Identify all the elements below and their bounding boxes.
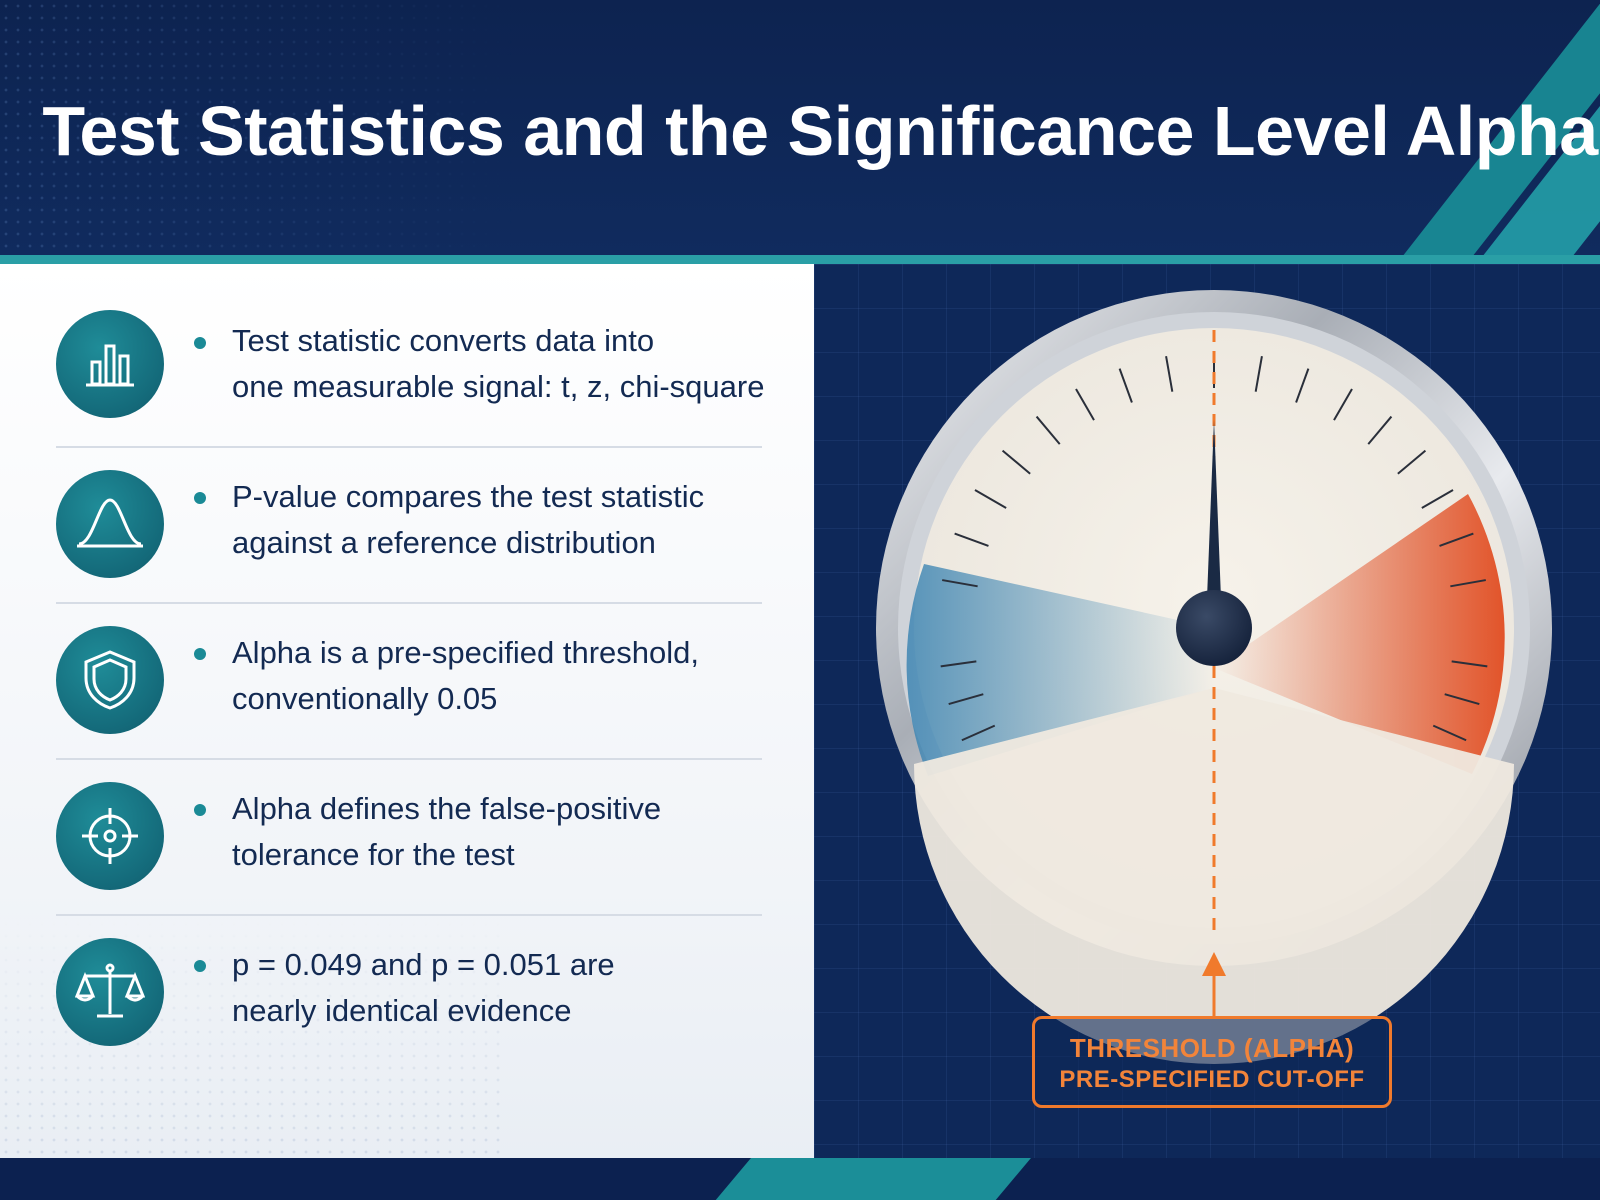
gauge-tick <box>1432 724 1467 742</box>
gauge-tick <box>940 660 977 668</box>
point-text-line: against a reference distribution <box>232 525 656 560</box>
point-text-line: tolerance for the test <box>232 837 515 872</box>
point-text: Alpha defines the false-positive toleran… <box>232 786 792 878</box>
point-item: Alpha defines the false-positive toleran… <box>56 760 762 916</box>
threshold-arrow-head <box>1202 952 1226 976</box>
gauge-tick <box>942 579 978 588</box>
bullet-dot <box>194 492 206 504</box>
callout-subtitle: PRE-SPECIFIED CUT-OFF <box>1059 1066 1365 1093</box>
gauge-tick <box>1295 368 1310 403</box>
point-text: Alpha is a pre-specified threshold, conv… <box>232 630 792 722</box>
gauge-hub <box>1176 590 1252 666</box>
divider <box>56 602 762 604</box>
point-text-line: P-value compares the test statistic <box>232 479 705 514</box>
point-text-line: one measurable signal: t, z, chi-square <box>232 369 765 404</box>
gauge-tick <box>1001 449 1031 475</box>
point-item: P-value compares the test statistic agai… <box>56 448 762 604</box>
point-text: p = 0.049 and p = 0.051 are nearly ident… <box>232 942 792 1034</box>
callout-title: THRESHOLD (ALPHA) <box>1069 1033 1355 1063</box>
gauge-ticks <box>940 352 1488 742</box>
divider <box>56 758 762 760</box>
bar-chart-icon <box>56 310 164 418</box>
gauge-left-zone <box>906 564 1214 776</box>
gauge-tick <box>1450 579 1486 588</box>
gauge-needle <box>1206 420 1222 624</box>
threshold-callout: THRESHOLD (ALPHA) PRE-SPECIFIED CUT-OFF <box>1032 1016 1392 1108</box>
bullet-dot <box>194 337 206 349</box>
page-title: Test Statistics and the Significance Lev… <box>42 92 1598 170</box>
point-item: p = 0.049 and p = 0.051 are nearly ident… <box>56 916 762 1072</box>
gauge-tick <box>1439 532 1474 547</box>
gauge-tick <box>1421 489 1454 509</box>
bell-curve-icon <box>56 470 164 578</box>
gauge-tick <box>1367 415 1393 445</box>
header-banner <box>0 0 1600 256</box>
gauge-tick <box>1165 356 1174 392</box>
bullet-dot <box>194 804 206 816</box>
point-item: Alpha is a pre-specified threshold, conv… <box>56 604 762 760</box>
gauge-diagram <box>876 290 1552 1064</box>
gauge-tick <box>1451 660 1488 668</box>
gauge-tick <box>974 489 1007 509</box>
accent-stripe <box>700 1158 1040 1200</box>
point-text-line: conventionally 0.05 <box>232 681 498 716</box>
gauge-tick <box>1397 449 1427 475</box>
gauge-tick <box>1333 388 1353 421</box>
shield-icon <box>56 626 164 734</box>
gauge-tick <box>948 693 984 706</box>
balance-scale-icon <box>56 938 164 1046</box>
point-text-line: Alpha is a pre-specified threshold, <box>232 635 699 670</box>
gauge-tick <box>1254 356 1263 392</box>
divider <box>56 446 762 448</box>
point-text-line: p = 0.049 and p = 0.051 are <box>232 947 615 982</box>
dot-pattern <box>0 0 520 256</box>
gauge-tick <box>1444 693 1480 706</box>
footer-band <box>0 1158 1600 1200</box>
key-points-panel: Test statistic converts data into one me… <box>0 264 814 1158</box>
divider <box>56 914 762 916</box>
gauge-tick <box>961 724 996 742</box>
crosshair-icon <box>56 782 164 890</box>
point-text-line: Alpha defines the false-positive <box>232 791 662 826</box>
gauge-tick <box>1035 415 1061 445</box>
point-text-line: nearly identical evidence <box>232 993 572 1028</box>
gauge-tick <box>954 532 989 547</box>
point-text: P-value compares the test statistic agai… <box>232 474 792 566</box>
point-text: Test statistic converts data into one me… <box>232 318 792 410</box>
gauge-tick <box>1118 368 1133 403</box>
gauge-tick <box>1075 388 1095 421</box>
bullet-dot <box>194 960 206 972</box>
gauge-panel <box>814 264 1600 1158</box>
header-divider <box>0 255 1600 264</box>
point-text-line: Test statistic converts data into <box>232 323 655 358</box>
bullet-dot <box>194 648 206 660</box>
gauge-right-zone <box>1214 494 1505 774</box>
point-item: Test statistic converts data into one me… <box>56 292 764 448</box>
